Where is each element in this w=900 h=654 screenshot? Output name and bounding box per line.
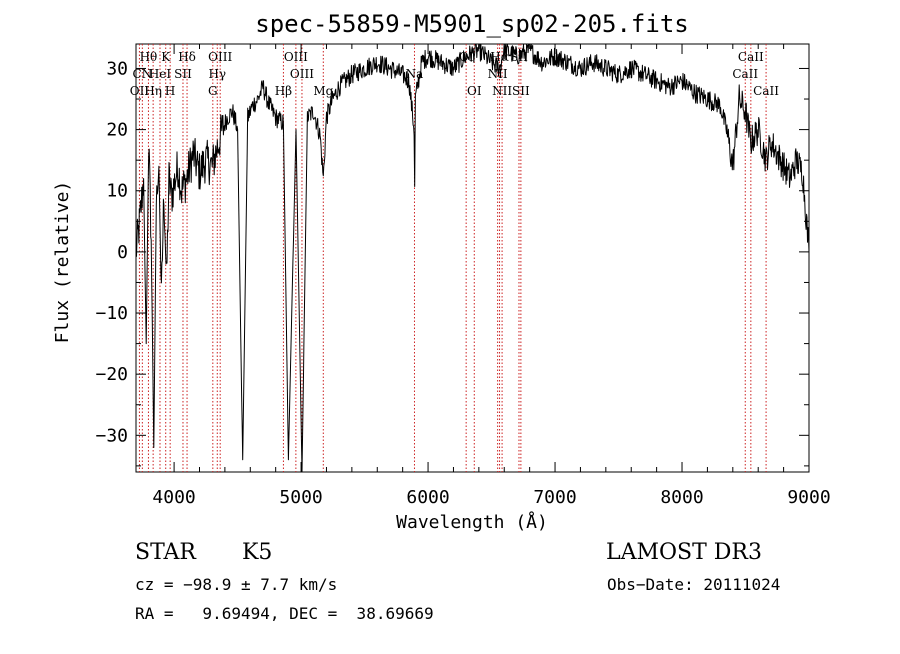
object-subclass: K5 [242, 540, 272, 565]
line-label-21: NII [492, 84, 512, 98]
line-label-11: G [208, 84, 218, 98]
x-tick-label-2: 6000 [406, 487, 449, 508]
y-tick-label-2: −10 [95, 303, 128, 324]
line-label-14: Hβ [275, 84, 292, 98]
line-label-8: Hδ [178, 50, 196, 64]
line-markers [138, 44, 767, 472]
x-tick-label-4: 8000 [660, 487, 703, 508]
line-label-26: CaII [753, 84, 779, 98]
line-label-1: OII [130, 84, 150, 98]
line-label-7: SII [174, 67, 192, 81]
y-tick-label-1: −20 [95, 364, 128, 385]
line-label-25: CaII [738, 50, 764, 64]
redshift-cz: cz = −98.9 ± 7.7 km/s [135, 575, 337, 594]
line-label-20: NII [488, 67, 508, 81]
line-label-12: OIII [284, 50, 308, 64]
line-label-2: Hη [144, 84, 162, 98]
line-label-15: Mg [313, 84, 333, 98]
y-axis: −30 −20 −10 0 10 20 30 [95, 58, 809, 467]
survey-name: LAMOST DR3 [606, 540, 762, 565]
y-tick-label-0: −30 [95, 425, 128, 446]
line-label-4: K [161, 50, 171, 64]
x-tick-label-0: 4000 [152, 487, 195, 508]
x-tick-label-3: 7000 [533, 487, 576, 508]
line-label-5: H [165, 84, 175, 98]
y-axis-label: Flux (relative) [52, 181, 73, 344]
line-label-9: OIII [208, 50, 232, 64]
y-tick-label-3: 0 [117, 242, 128, 263]
chart-title: spec-55859-M5901_sp02-205.fits [255, 10, 688, 38]
line-label-10: Hγ [208, 67, 226, 81]
flux-line-0 [135, 43, 810, 473]
object-class: STAR [135, 540, 197, 565]
plot-frame [135, 43, 810, 473]
y-tick-label-6: 30 [106, 58, 128, 79]
line-label-3: CN [133, 67, 153, 81]
ra-dec: RA = 9.69494, DEC = 38.69669 [135, 604, 434, 623]
line-label-18: OI [467, 84, 482, 98]
y-tick-label-4: 10 [106, 181, 128, 202]
line-label-23: SII [512, 84, 530, 98]
x-tick-label-1: 5000 [279, 487, 322, 508]
x-axis: 4000 5000 6000 7000 8000 9000 [152, 44, 831, 508]
obs-date: Obs−Date: 20111024 [607, 575, 780, 594]
x-tick-label-5: 9000 [787, 487, 830, 508]
line-label-0: Hθ [140, 50, 158, 64]
line-label-13: OIII [290, 67, 314, 81]
line-label-24: CaII [732, 67, 758, 81]
y-tick-label-5: 20 [106, 120, 128, 141]
flux-series [135, 43, 810, 473]
x-axis-label: Wavelength (Å) [396, 511, 548, 533]
line-label-6: HeI [149, 67, 172, 81]
